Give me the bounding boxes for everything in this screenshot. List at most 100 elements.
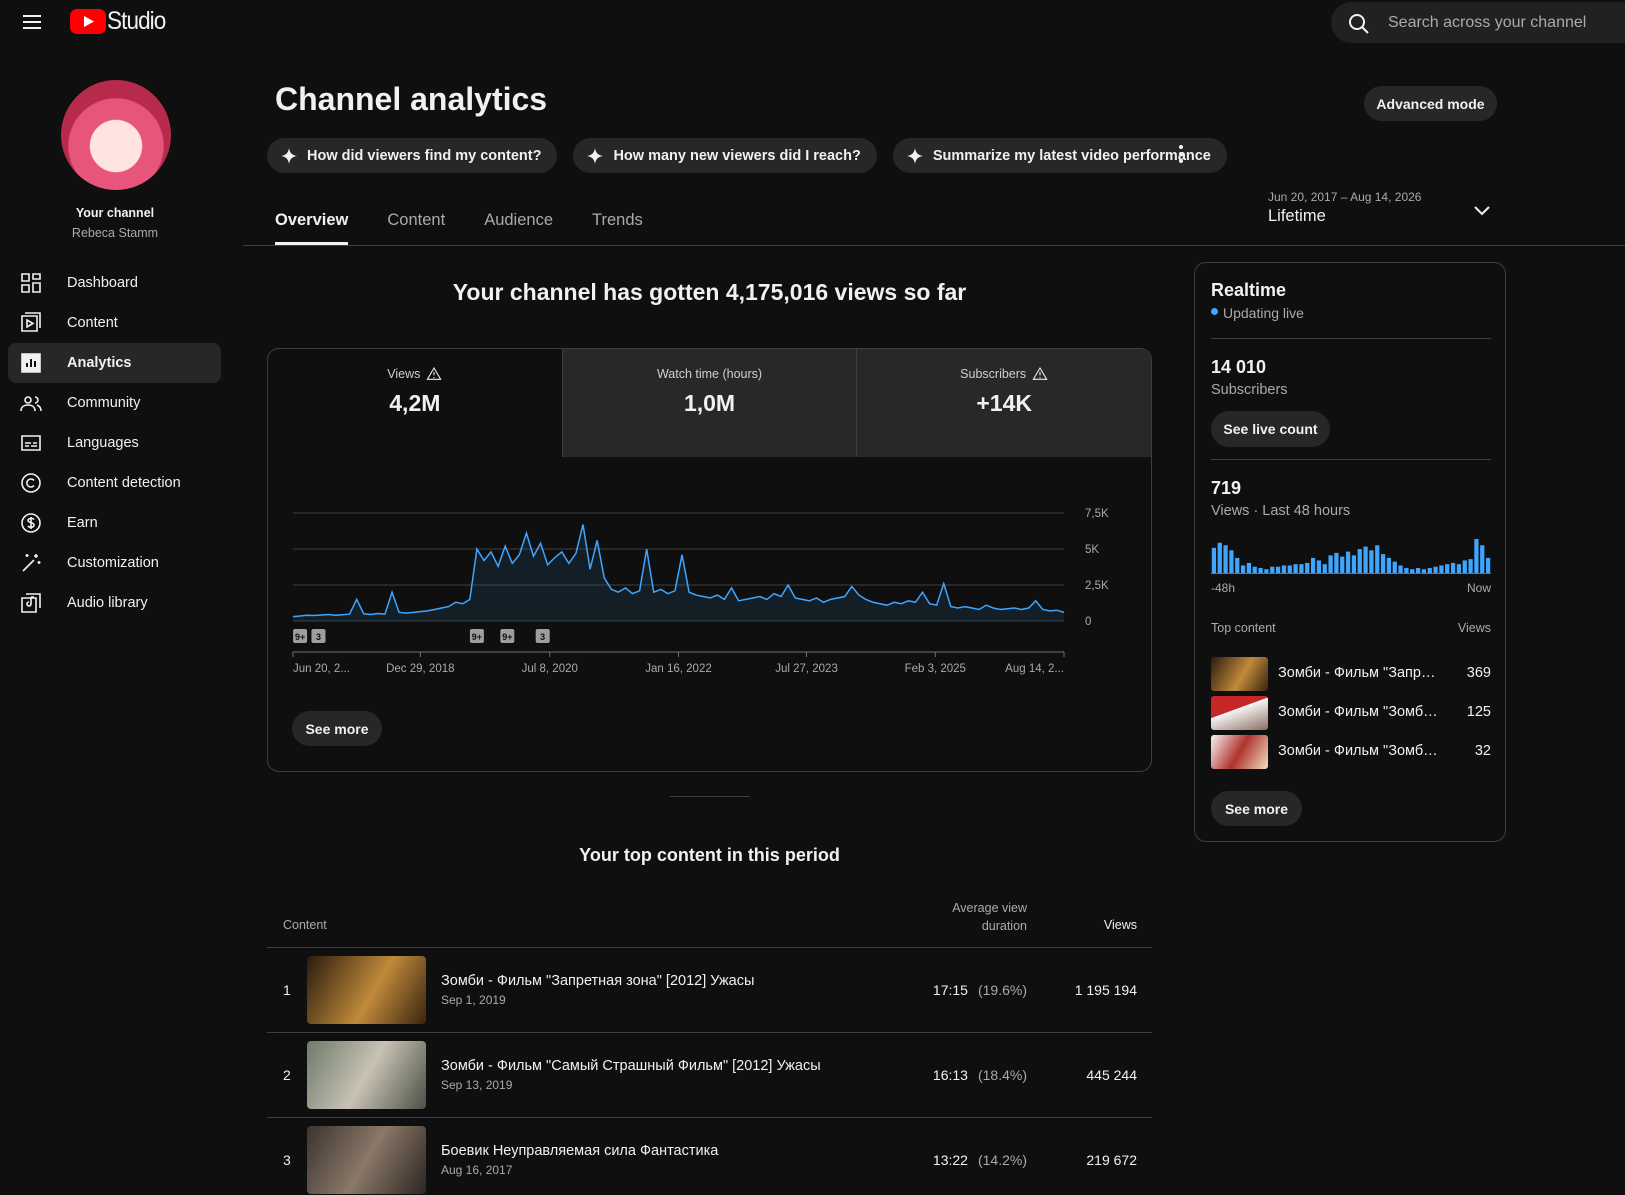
event-badge	[469, 629, 484, 643]
rank: 1	[283, 982, 291, 998]
period[interactable]: Lifetime	[1268, 207, 1326, 225]
metric-label: Watch time (hours)	[656, 367, 763, 381]
metric-tab[interactable]: Subscribers +14K	[856, 349, 1151, 457]
metric-tab[interactable]: Views 4,2M	[268, 349, 562, 457]
live-count-button[interactable]: See live count	[1211, 411, 1330, 447]
realtime-row[interactable]: Зомби - Фильм "Зомби ... 125	[1211, 696, 1491, 730]
nav-item[interactable]: Content detection	[8, 463, 221, 503]
bar	[1439, 565, 1444, 573]
bar	[1427, 567, 1432, 573]
nav-label: Audio library	[67, 595, 148, 611]
bar	[1229, 550, 1234, 573]
prompt-chip[interactable]: How did viewers find my content?	[267, 138, 558, 173]
column-header: Views	[1103, 918, 1137, 932]
nav-label: Languages	[67, 435, 139, 451]
duration-cell: 16:13 (18.4%)	[827, 1067, 1027, 1083]
nav-icon-shape	[21, 593, 41, 613]
bar	[1421, 569, 1427, 573]
menu-icon[interactable]	[20, 12, 44, 32]
page-title: Channel analytics	[275, 81, 548, 117]
event-badge	[293, 629, 308, 643]
bar	[1450, 562, 1456, 573]
bar	[1240, 565, 1246, 573]
table-row[interactable]: 2 Зомби - Фильм "Самый Страшный Фильм" [2…	[267, 1032, 1152, 1118]
see-more-button[interactable]: See more	[1211, 791, 1302, 826]
bar	[1316, 560, 1322, 573]
search-box[interactable]: Search across your channel	[1331, 2, 1625, 43]
bar	[1380, 554, 1386, 573]
logo-icon[interactable]	[70, 9, 106, 34]
nav-item[interactable]: Languages	[8, 423, 221, 463]
see-more-button[interactable]: See more	[292, 711, 382, 746]
metric-value: 1,0M	[683, 390, 736, 416]
avg-percent: (14.2%)	[977, 1152, 1027, 1168]
thumbnail	[307, 956, 426, 1024]
metric-label-row: Subscribers	[857, 366, 1151, 382]
nav-icon-shape	[21, 273, 41, 293]
bar	[1410, 569, 1415, 573]
nav-item[interactable]: Customization	[8, 543, 221, 583]
date-range: Jun 20, 2017 – Aug 14, 2026	[1268, 190, 1422, 204]
views: 1 195 194	[1074, 982, 1137, 998]
tab[interactable]: Trends	[592, 211, 643, 229]
nav-item[interactable]: Dashboard	[8, 263, 221, 303]
bar	[1334, 552, 1339, 573]
nav-icon	[21, 513, 41, 533]
top-content-label: Top content	[1211, 621, 1276, 635]
nav-item[interactable]: Analytics	[8, 343, 221, 383]
prompt-chip[interactable]: How many new viewers did I reach?	[573, 138, 877, 173]
avg-duration: 16:13	[932, 1067, 968, 1083]
bar	[1270, 566, 1275, 573]
warning-icon	[426, 366, 442, 380]
bar	[1264, 569, 1269, 573]
event-badge-label: 9+	[295, 632, 305, 642]
table-row[interactable]: 1 Зомби - Фильм "Запретная зона" [2012] У…	[267, 947, 1152, 1033]
tab[interactable]: Audience	[484, 211, 553, 229]
tab[interactable]: Content	[387, 211, 446, 229]
search-icon	[1349, 14, 1369, 34]
logo-text: Studio	[107, 7, 166, 35]
bar	[1474, 539, 1479, 573]
realtime-status: Updating live	[1223, 305, 1304, 321]
realtime-row[interactable]: Зомби - Фильм "Зомбиб... 32	[1211, 735, 1491, 769]
advanced-mode-button[interactable]: Advanced mode	[1364, 86, 1497, 121]
table-row[interactable]: 3 Боевик Неуправляемая сила Фантастика Aug…	[267, 1117, 1152, 1195]
metric-tab[interactable]: Watch time (hours) 1,0M	[561, 349, 857, 457]
avg-duration: 17:15	[932, 982, 968, 998]
nav-label: Content	[67, 315, 118, 331]
video-title: Зомби - Фильм "Запрет...	[1278, 665, 1443, 681]
nav-icon	[22, 554, 41, 572]
nav-item[interactable]: Earn	[8, 503, 221, 543]
nav-icon-shape	[21, 513, 41, 533]
nav-item[interactable]: Audio library	[8, 583, 221, 623]
metric-label-row: Watch time (hours)	[563, 366, 857, 382]
more-icon[interactable]	[1171, 143, 1191, 167]
metric-label: Views	[387, 367, 421, 381]
search-placeholder: Search across your channel	[1388, 14, 1587, 31]
bar	[1345, 551, 1351, 573]
realtime-views: 719	[1211, 478, 1242, 498]
nav-label: Content detection	[67, 475, 181, 491]
nav-item[interactable]: Community	[8, 383, 221, 423]
column-header: Content	[283, 918, 327, 932]
top-content-table: 1 Зомби - Фильм "Запретная зона" [2012] У…	[267, 947, 1152, 1195]
top-content-title: Your top content in this period	[579, 845, 840, 865]
prompt-chip[interactable]: Summarize my latest video performance	[892, 138, 1227, 173]
bar	[1217, 542, 1222, 573]
x-tick-label: Feb 3, 2025	[905, 663, 966, 675]
metric-value: +14K	[976, 390, 1032, 416]
realtime-row[interactable]: Зомби - Фильм "Запрет... 369	[1211, 657, 1491, 691]
nav-item[interactable]: Content	[8, 303, 221, 343]
video-title: Зомби - Фильм "Самый Страшный Фильм" [20…	[441, 1058, 821, 1074]
event-badge-label: 3	[316, 632, 321, 642]
channel-avatar[interactable]	[61, 80, 171, 190]
bar	[1275, 566, 1281, 573]
nav-icon	[20, 396, 42, 412]
nav-label: Community	[67, 395, 141, 411]
thumbnail	[1211, 696, 1268, 730]
tab[interactable]: Overview	[275, 211, 349, 245]
period-dropdown-icon[interactable]	[1472, 200, 1492, 220]
bar	[1375, 545, 1380, 573]
y-tick-label: 2,5K	[1085, 580, 1109, 592]
tabs-divider	[243, 245, 1625, 246]
